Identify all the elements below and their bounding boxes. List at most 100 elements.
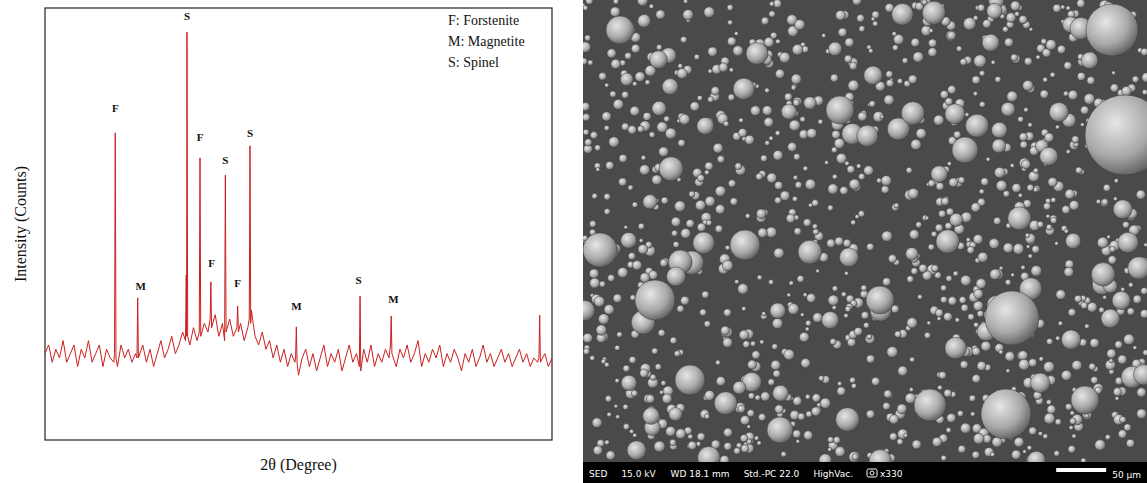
particle — [1029, 359, 1037, 367]
particle — [679, 114, 690, 125]
particle — [794, 154, 801, 161]
particle — [886, 79, 894, 87]
particle — [1112, 71, 1116, 75]
particle — [667, 267, 686, 286]
particle — [757, 441, 762, 446]
particle — [1113, 200, 1132, 219]
particle — [946, 428, 951, 433]
particle — [944, 389, 952, 397]
particle — [1057, 45, 1065, 53]
particle — [945, 337, 967, 359]
particle — [996, 180, 1007, 191]
particle — [695, 200, 705, 210]
particle — [909, 388, 913, 392]
particle — [590, 278, 600, 288]
particle — [985, 291, 1039, 345]
particle — [670, 439, 677, 446]
particle — [849, 179, 860, 190]
particle — [960, 423, 970, 433]
particle — [901, 102, 924, 125]
figure: FMSFFSFSMSMF: ForsteniteM: MagnetiteS: S… — [0, 0, 1147, 483]
particle — [979, 102, 985, 108]
particle — [992, 122, 1008, 138]
particle — [738, 284, 749, 295]
particle — [883, 278, 891, 286]
particle — [972, 451, 980, 459]
particle — [604, 305, 614, 315]
particle — [816, 269, 820, 273]
particle — [1081, 302, 1088, 309]
particle — [890, 433, 898, 441]
particle — [894, 203, 899, 208]
particle — [681, 228, 691, 238]
particle — [793, 175, 798, 180]
scale-bar-label: 50 µm — [1112, 470, 1141, 480]
particle — [627, 441, 646, 460]
particle — [704, 321, 711, 328]
particle — [717, 156, 724, 163]
particle — [1029, 427, 1037, 435]
particle — [747, 410, 754, 417]
particle — [745, 135, 754, 144]
particle — [583, 348, 589, 354]
particle — [659, 147, 669, 157]
particle — [947, 31, 955, 39]
particle — [630, 106, 640, 116]
particle — [941, 285, 947, 291]
particle — [807, 294, 816, 303]
particle — [705, 390, 715, 400]
sem-background — [583, 0, 1147, 462]
particle — [979, 189, 984, 194]
particle — [640, 165, 650, 175]
particle — [693, 232, 715, 254]
particle — [760, 340, 765, 345]
particle — [895, 331, 902, 338]
particle — [739, 330, 749, 340]
particle — [972, 76, 980, 84]
particle — [1040, 90, 1049, 99]
particle — [728, 94, 735, 101]
particle — [828, 448, 832, 452]
info-text: Std.-PC 22.0 — [744, 469, 800, 479]
particle — [684, 0, 688, 4]
particle — [748, 393, 755, 400]
particle — [1055, 242, 1059, 246]
particle — [1085, 95, 1147, 175]
particle — [836, 408, 860, 432]
particle — [686, 219, 694, 227]
particle — [889, 415, 898, 424]
particle — [1048, 177, 1057, 186]
particle — [734, 32, 738, 36]
particle — [857, 14, 865, 22]
particle — [800, 313, 804, 317]
particle — [906, 248, 919, 261]
particle — [986, 157, 990, 161]
particle — [698, 447, 721, 463]
particle — [884, 390, 892, 398]
particle — [620, 73, 633, 86]
particle — [828, 437, 834, 443]
particle — [1047, 338, 1053, 344]
particle — [1043, 203, 1050, 210]
particle — [649, 132, 655, 138]
particle — [733, 46, 743, 56]
particle — [586, 0, 593, 5]
particle — [1006, 13, 1016, 23]
peak-label: S — [247, 127, 253, 139]
particle — [583, 58, 588, 65]
particle — [1142, 90, 1147, 96]
particle — [1037, 221, 1044, 228]
particle — [683, 10, 694, 21]
particle — [886, 71, 893, 78]
particle — [761, 17, 769, 25]
particle — [849, 62, 857, 70]
particle — [922, 1, 945, 24]
particle — [872, 377, 880, 385]
particle — [697, 175, 704, 182]
particle — [756, 209, 766, 219]
peak-label: M — [135, 280, 146, 292]
particle — [977, 310, 984, 317]
particle — [1061, 330, 1080, 349]
particle — [772, 344, 778, 350]
particle — [660, 259, 668, 267]
